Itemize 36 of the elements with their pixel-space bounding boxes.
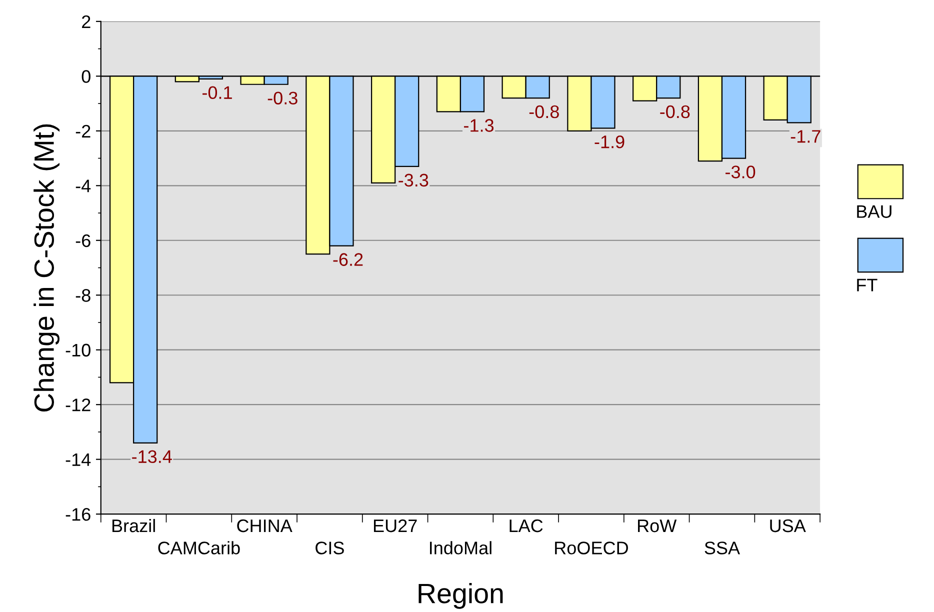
x-tick-label: CAMCarib — [158, 541, 240, 554]
data-label: -1.9 — [594, 135, 624, 148]
x-tick-label: Brazil — [112, 518, 155, 532]
x-tick-label: IndoMal — [430, 541, 492, 554]
y-tick-label: -2 — [76, 124, 90, 138]
data-label: -1.7 — [790, 130, 820, 143]
legend-label: BAU — [857, 205, 892, 218]
x-tick-label: CIS — [316, 542, 344, 554]
legend-label: FT — [857, 278, 878, 292]
x-tick-label: RoOECD — [555, 542, 628, 554]
data-label: -1.3 — [464, 119, 494, 132]
data-label: -0.1 — [202, 86, 232, 99]
x-tick-label: USA — [770, 519, 806, 532]
x-tick-label: EU27 — [374, 519, 417, 532]
x-tick-label: RoW — [638, 520, 677, 532]
y-tick-label: -6 — [76, 234, 90, 248]
x-axis-title: Region — [418, 582, 503, 609]
data-label: -0.3 — [268, 92, 298, 104]
x-tick-label: LAC — [510, 519, 543, 532]
x-tick-label: SSA — [704, 542, 740, 554]
data-label: -6.2 — [333, 253, 363, 266]
data-label: -3.3 — [398, 174, 428, 187]
data-label: -0.8 — [660, 105, 690, 118]
y-axis-title: Change in C-Stock (Mt) — [34, 124, 60, 412]
y-tick-label: -10 — [66, 344, 90, 357]
y-tick-label: -4 — [76, 180, 91, 192]
y-tick-label: -12 — [66, 398, 90, 412]
y-tick-label: -14 — [66, 453, 91, 466]
x-tick-label: CHINA — [237, 519, 292, 532]
data-label: -3.0 — [726, 166, 756, 178]
data-label: -0.8 — [529, 105, 559, 118]
y-tick-label: 2 — [82, 15, 90, 28]
data-label: -13.4 — [132, 450, 172, 464]
y-tick-label: 0 — [82, 70, 90, 83]
y-tick-label: -8 — [76, 289, 90, 302]
y-tick-label: -16 — [66, 508, 90, 521]
